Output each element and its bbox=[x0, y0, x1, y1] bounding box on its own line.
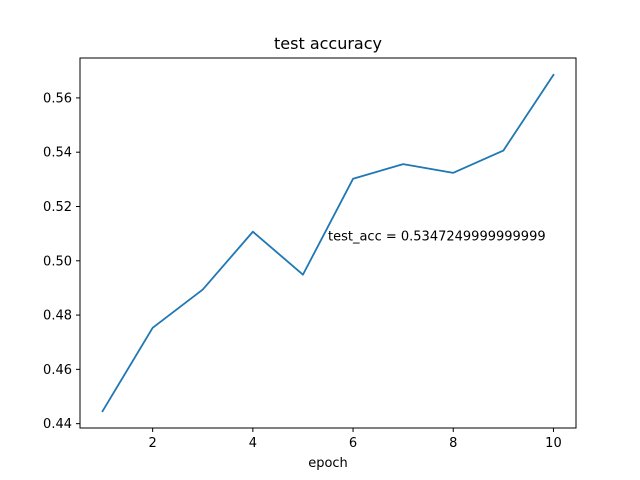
y-tick-label-1: 0.46 bbox=[43, 363, 72, 378]
y-tick-label-2: 0.48 bbox=[43, 309, 72, 324]
chart-marks: 2 4 6 8 10 0.44 0.46 0.48 0.50 0.52 0.54 0.56 test_a… bbox=[43, 73, 562, 451]
x-tick-label-2: 2 bbox=[149, 436, 157, 451]
y-tick-label-5: 0.54 bbox=[43, 146, 72, 161]
y-tick-label-6: 0.56 bbox=[43, 91, 72, 106]
x-tick-label-8: 8 bbox=[449, 436, 457, 451]
y-tick-label-0: 0.44 bbox=[43, 417, 72, 432]
x-tick-label-10: 10 bbox=[545, 436, 562, 451]
x-tick-label-6: 6 bbox=[349, 436, 357, 451]
x-axis-label: epoch bbox=[308, 456, 348, 471]
plot-frame bbox=[79, 57, 577, 429]
series-line-0 bbox=[101, 73, 555, 413]
chart-title: test accuracy bbox=[274, 34, 382, 53]
y-tick-label-4: 0.52 bbox=[43, 200, 72, 215]
x-tick-label-4: 4 bbox=[249, 436, 257, 451]
annotation-text: test_acc = 0.5347249999999999 bbox=[328, 229, 546, 244]
y-tick-label-3: 0.50 bbox=[43, 254, 72, 269]
